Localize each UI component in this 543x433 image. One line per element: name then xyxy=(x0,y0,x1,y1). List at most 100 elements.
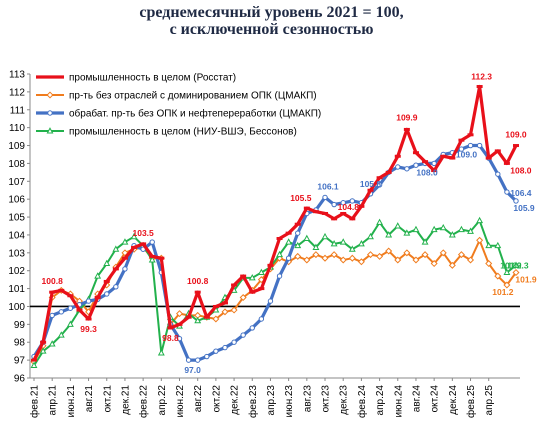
data-point xyxy=(157,349,165,356)
data-point xyxy=(394,222,402,229)
data-point xyxy=(458,146,465,152)
data-point xyxy=(121,238,129,245)
data-point xyxy=(267,298,274,304)
data-point xyxy=(39,347,47,354)
series-0 xyxy=(31,84,519,362)
data-point xyxy=(512,268,520,277)
y-tick-label: 105 xyxy=(8,213,25,224)
y-tick-label: 104 xyxy=(8,230,25,241)
data-point xyxy=(439,223,447,231)
data-label: 112.3 xyxy=(471,72,492,82)
x-tick-label: авг.22 xyxy=(193,385,204,413)
data-point xyxy=(222,344,228,351)
data-point xyxy=(376,182,383,188)
y-tick-label: 99 xyxy=(14,320,26,331)
y-tick-label: 111 xyxy=(10,105,26,116)
x-tick-label: фев.21 xyxy=(29,385,41,418)
x-tick-label: авг.24 xyxy=(411,385,422,413)
data-point xyxy=(403,249,411,257)
series-group xyxy=(30,84,520,368)
y-tick-label: 101 xyxy=(8,284,25,295)
data-point xyxy=(276,273,283,279)
data-point xyxy=(194,316,202,324)
data-point xyxy=(503,281,511,289)
data-point xyxy=(185,357,192,363)
data-point xyxy=(104,291,110,297)
data-point xyxy=(339,238,347,245)
data-point xyxy=(467,142,474,149)
x-tick-label: окт.24 xyxy=(430,385,441,413)
legend-label: обрабат. пр-ть без ОПК и нефтепереработк… xyxy=(69,108,321,120)
x-tick-label: фев.25 xyxy=(465,385,477,418)
data-point xyxy=(394,256,402,264)
legend: промышленность в целом (Росстат) пр-ть бе… xyxy=(36,73,321,138)
x-tick-label: авг.23 xyxy=(302,385,313,413)
data-point xyxy=(239,294,247,302)
data-label: 109.9 xyxy=(396,112,418,122)
data-point xyxy=(430,225,438,233)
y-tick-label: 113 xyxy=(9,70,25,81)
data-point xyxy=(457,225,465,233)
data-point xyxy=(339,256,347,264)
data-point xyxy=(404,166,410,172)
legend-item: промышленность в целом (НИУ-ВШЭ, Бессоно… xyxy=(36,127,297,138)
data-point xyxy=(467,256,475,264)
data-point xyxy=(30,361,38,368)
data-point xyxy=(122,266,128,272)
data-point xyxy=(113,284,119,290)
x-tick-label: апр.24 xyxy=(375,385,386,416)
data-label: 101.9 xyxy=(515,274,537,284)
data-point xyxy=(194,357,201,363)
chart-title-line1: среднемесячный уровень 2021 = 100, xyxy=(139,4,404,21)
data-point xyxy=(258,316,265,322)
data-label: 100.8 xyxy=(42,276,64,286)
data-label: 102.3 xyxy=(507,260,529,270)
data-point xyxy=(412,256,420,264)
data-point xyxy=(322,194,328,201)
axes: 96 97 98 99 100 101 102 103 104 105 106 107 108 109 11… xyxy=(8,70,520,418)
data-point xyxy=(357,240,365,247)
x-tick-label: дек.24 xyxy=(448,385,459,415)
y-tick-label: 109 xyxy=(8,141,25,152)
x-tick-label: апр.25 xyxy=(484,385,495,416)
data-point xyxy=(512,261,520,268)
data-label: 101.9 xyxy=(500,260,522,270)
x-tick-label: фев.22 xyxy=(138,385,150,418)
data-point xyxy=(439,249,447,257)
data-point xyxy=(348,254,356,262)
data-point xyxy=(57,331,65,338)
data-label: 99.3 xyxy=(80,324,97,334)
data-point xyxy=(47,110,53,116)
data-point xyxy=(385,231,393,238)
x-tick-label: окт.21 xyxy=(102,385,113,413)
y-tick-label: 112 xyxy=(9,87,25,98)
data-point xyxy=(321,232,329,240)
data-point xyxy=(357,258,365,266)
data-point xyxy=(395,164,401,170)
y-tick-label: 100 xyxy=(8,302,25,313)
data-point xyxy=(503,268,511,275)
data-point xyxy=(467,227,474,234)
data-point xyxy=(403,229,411,236)
data-point xyxy=(330,251,338,259)
data-point xyxy=(66,320,74,327)
data-point xyxy=(231,339,237,345)
x-tick-label: июн.23 xyxy=(284,385,295,418)
data-point xyxy=(448,261,456,269)
data-point xyxy=(46,91,54,99)
data-point xyxy=(476,216,484,224)
legend-label: промышленность в целом (Росстат) xyxy=(69,73,236,84)
x-tick-label: дек.21 xyxy=(120,385,131,415)
data-point xyxy=(249,325,255,331)
data-point xyxy=(294,252,302,260)
data-point xyxy=(448,231,456,238)
data-point xyxy=(485,260,493,268)
x-tick-label: апр.21 xyxy=(48,385,59,416)
data-point xyxy=(312,251,320,259)
y-tick-label: 107 xyxy=(8,177,25,188)
data-point xyxy=(248,274,256,281)
data-point xyxy=(276,250,283,258)
data-point xyxy=(221,308,229,316)
legend-item: обрабат. пр-ть без ОПК и нефтепереработк… xyxy=(36,108,321,120)
